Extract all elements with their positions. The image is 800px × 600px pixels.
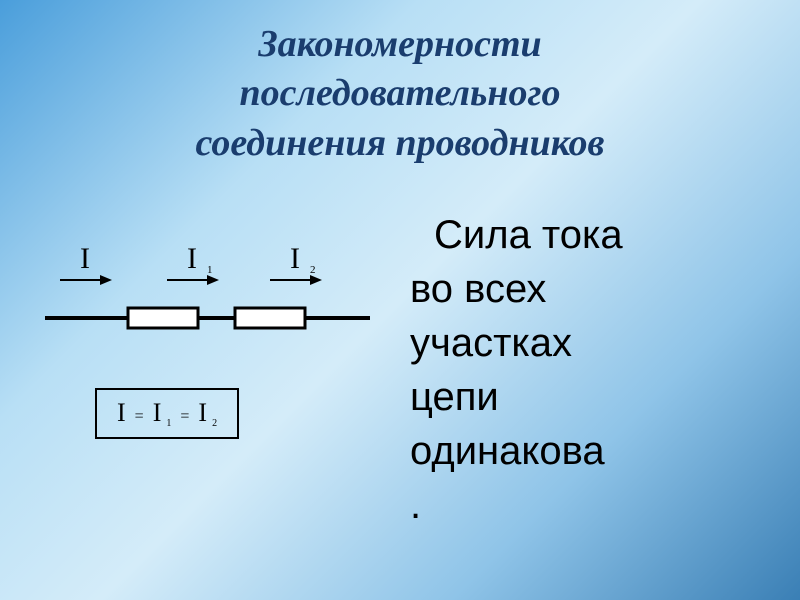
resistor-2 [235,308,305,328]
formula-box: I = I 1 = I 2 [95,388,239,439]
formula-eq2: = [180,408,189,425]
body-line-4: цепи [410,370,760,424]
arrow-head-I1 [207,275,219,285]
content-area: I I 1 I 2 I = I 1 = I 2 [0,208,800,532]
body-line-5: одинакова [410,424,760,478]
formula-I1: I [153,398,162,427]
label-I: I [80,242,90,275]
body-line-2: во всех [410,262,760,316]
formula-I2: I [198,398,207,427]
label-I2: I [290,242,300,275]
formula-I: I [117,398,126,427]
body-line-1: Сила тока [410,208,760,262]
label-I1: I [187,242,197,275]
label-sub2: 2 [310,264,316,276]
formula-sub1: 1 [166,418,171,429]
text-area: Сила тока во всех участках цепи одинаков… [400,208,800,532]
formula-eq1: = [135,408,144,425]
arrow-head-I2 [310,275,322,285]
formula-sub2: 2 [212,418,217,429]
label-sub1: 1 [207,264,213,276]
body-line-3: участках [410,316,760,370]
arrow-head-I [100,275,112,285]
title-line-2: последовательного [0,69,800,118]
title-line-1: Закономерности [0,20,800,69]
title-line-3: соединения проводников [0,119,800,168]
diagram-area: I I 1 I 2 I = I 1 = I 2 [0,208,400,532]
resistor-1 [128,308,198,328]
body-line-6: . [410,478,760,532]
slide-title: Закономерности последовательного соедине… [0,0,800,168]
circuit-diagram: I I 1 I 2 [40,238,370,358]
